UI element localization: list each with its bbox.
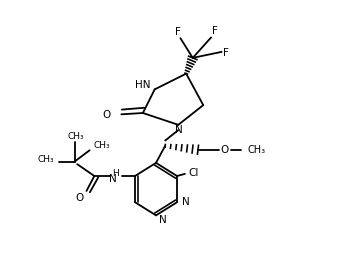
- Text: F: F: [175, 27, 181, 37]
- Text: F: F: [212, 26, 218, 36]
- Text: N: N: [109, 174, 117, 184]
- Text: F: F: [223, 48, 228, 58]
- Text: O: O: [103, 110, 111, 120]
- Text: O: O: [75, 192, 84, 203]
- Text: N: N: [159, 215, 166, 225]
- Text: HN: HN: [135, 80, 151, 90]
- Text: H: H: [112, 169, 119, 178]
- Text: CH₃: CH₃: [38, 155, 54, 164]
- Text: CH₃: CH₃: [248, 145, 266, 155]
- Text: O: O: [221, 145, 229, 155]
- Text: CH₃: CH₃: [94, 141, 110, 150]
- Text: N: N: [182, 197, 189, 207]
- Text: Cl: Cl: [189, 168, 199, 178]
- Text: CH₃: CH₃: [68, 132, 84, 141]
- Text: N: N: [175, 125, 183, 135]
